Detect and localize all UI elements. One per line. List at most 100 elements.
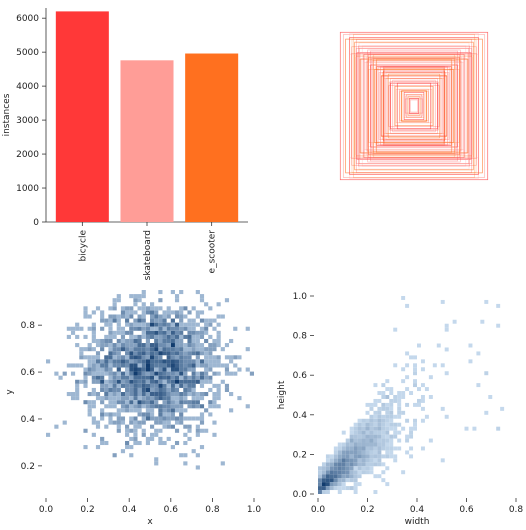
xy-density-bin	[108, 326, 113, 331]
bounding-box	[359, 52, 469, 160]
wh-density-bin	[325, 454, 330, 459]
xy-density-bin	[179, 363, 184, 368]
xy-density-bin	[187, 367, 192, 372]
xy-density-bin	[166, 383, 171, 388]
wh-density-bin	[409, 454, 414, 459]
xy-density-bin	[166, 371, 171, 376]
xy-density-bin	[183, 400, 188, 405]
xy-density-bin	[179, 347, 184, 352]
xy-density-bin	[137, 392, 142, 397]
xy-density-bin	[174, 375, 180, 380]
wh-density-bin	[377, 474, 382, 479]
xy-density-bin	[216, 387, 221, 392]
xy-density-bin	[116, 294, 121, 299]
wh-density-bin	[420, 398, 425, 403]
xy-density-bin	[150, 416, 155, 421]
x-tick-label: 0.0	[39, 505, 54, 515]
xy-density-bin	[183, 392, 188, 397]
xy-density-bin	[199, 351, 205, 356]
xy-density-bin	[141, 400, 146, 405]
wh-density-bin	[341, 474, 346, 479]
wh-density-bin	[405, 434, 410, 439]
xy-density-bin	[191, 375, 196, 380]
xy-density-bin	[129, 355, 134, 360]
xy-density-bin	[116, 343, 121, 348]
xy-density-bin	[162, 396, 167, 401]
xy-density-bin	[174, 420, 180, 425]
xy-density-bin	[179, 367, 184, 372]
wh-density-bin	[373, 462, 378, 467]
xy-density-bin	[120, 379, 126, 384]
xy-density-bin	[125, 371, 130, 376]
xy-density-bin	[208, 355, 213, 360]
xy-density-bin	[154, 343, 159, 348]
wh-density-bin	[389, 406, 394, 411]
xy-density-bin	[199, 428, 205, 433]
wh-density-bin	[389, 398, 394, 403]
xy-density-bin	[199, 445, 205, 450]
wh-density-bin	[381, 406, 386, 411]
xy-density-bin	[125, 440, 130, 446]
xy-density-bin	[120, 306, 126, 311]
wh-density-bin	[353, 454, 358, 459]
wh-density-bin	[365, 430, 370, 435]
xy-density-bin	[208, 347, 213, 352]
xy-density-bin	[191, 347, 196, 352]
y-tick-label: 0.0	[293, 490, 308, 500]
bounding-box	[367, 49, 461, 163]
wh-density-bin	[409, 426, 414, 431]
wh-density-bin	[393, 398, 398, 403]
wh-density-bin	[365, 402, 370, 407]
xy-density-bin	[174, 387, 180, 392]
xy-density-bin	[150, 322, 155, 327]
wh-density-bin	[329, 458, 334, 463]
xy-density-bin	[141, 294, 146, 299]
wh-density-bin	[325, 470, 330, 475]
xy-density-bin	[133, 432, 138, 437]
xy-density-bin	[104, 424, 109, 429]
wh-density-bin	[353, 434, 358, 439]
xy-density-bin	[125, 432, 130, 437]
xy-density-bin	[158, 428, 163, 433]
xy-density-bin	[100, 383, 105, 388]
xy-density-bin	[79, 326, 84, 331]
xy-density-bin	[120, 338, 126, 344]
xy-density-bin	[100, 363, 105, 368]
xy-density-bin	[174, 400, 180, 405]
xy-density-bin	[87, 326, 92, 331]
wh-density-bin	[377, 446, 382, 451]
xy-density-bin	[245, 404, 250, 409]
xy-density-bin	[162, 404, 167, 409]
xy-density-bin	[162, 440, 167, 446]
xy-density-bin	[199, 330, 205, 335]
xy-density-bin	[208, 379, 213, 384]
xy-density-bin	[83, 306, 88, 311]
xy-density-bin	[112, 306, 117, 311]
wh-density-bin	[361, 446, 366, 451]
xy-density-bin	[125, 359, 130, 364]
xy-density-bin	[199, 318, 205, 323]
xy-density-bin	[208, 367, 213, 372]
xy-density-bin	[129, 387, 134, 392]
x-tick-label-e_scooter: e_scooter	[208, 230, 218, 274]
bounding-box	[388, 81, 440, 131]
wh-density-bin	[369, 462, 374, 467]
y-tick-label: 0.6	[293, 371, 308, 381]
xy-density-bin	[158, 379, 163, 384]
xy-density-bin	[116, 322, 121, 327]
xy-density-bin	[166, 408, 171, 413]
xy-density-bin	[83, 371, 88, 376]
xy-density-bin	[150, 392, 155, 397]
xy-density-bin	[187, 392, 192, 397]
xy-density-bin	[187, 387, 192, 392]
wh-density-bin	[401, 367, 406, 372]
wh-density-bin	[397, 402, 402, 407]
xy-density-bin	[216, 322, 221, 327]
wh-density-bin	[365, 450, 370, 455]
xy-density-bin	[187, 404, 192, 409]
xy-density-bin	[112, 330, 117, 335]
bounding-box	[356, 38, 472, 174]
xy-density-bin	[125, 347, 130, 352]
xy-density-bin	[208, 343, 213, 348]
xy-density-bin	[187, 347, 192, 352]
